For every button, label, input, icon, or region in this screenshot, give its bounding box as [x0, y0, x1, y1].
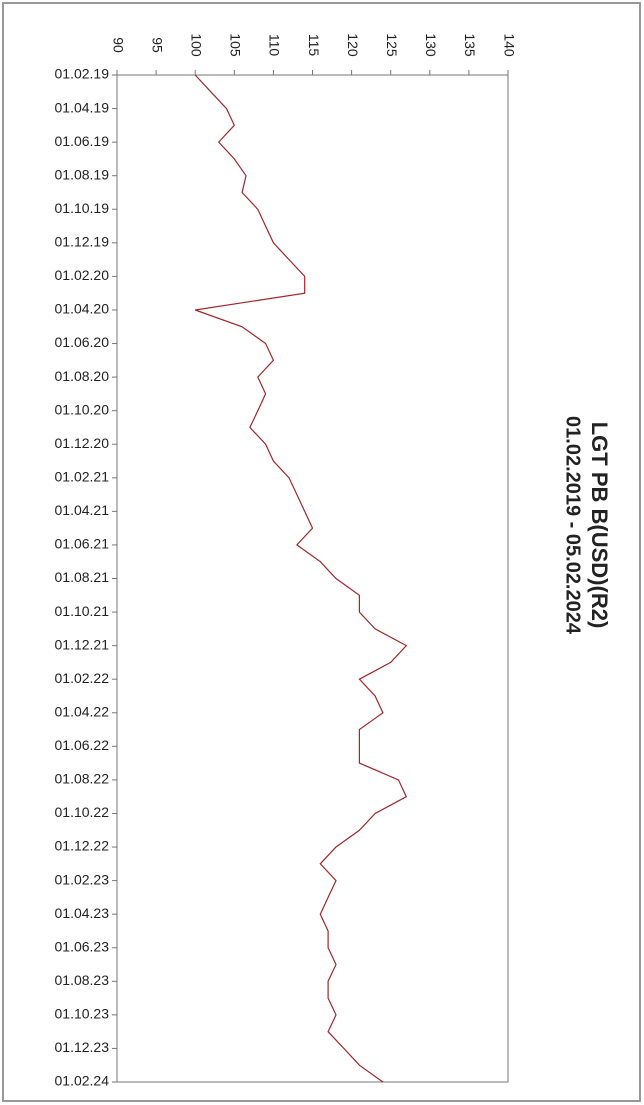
category-tick-label: 01.10.23 [55, 1006, 110, 1022]
price-line [194, 74, 408, 1083]
category-tick-label: 01.12.21 [55, 636, 110, 652]
category-tick-label: 01.02.20 [55, 267, 110, 283]
value-tick-label: 95 [149, 37, 165, 53]
category-tick-label: 01.04.19 [55, 99, 110, 115]
category-tick-label: 01.12.23 [55, 1039, 110, 1055]
category-tick-label: 01.08.20 [55, 368, 110, 384]
value-tick-label: 130 [423, 33, 439, 57]
category-tick-label: 01.04.23 [55, 905, 110, 921]
value-tick-label: 90 [110, 37, 126, 53]
category-tick-label: 01.06.22 [55, 737, 110, 753]
category-tick-label: 01.06.23 [55, 938, 110, 954]
value-tick-label: 120 [345, 33, 361, 57]
category-tick-label: 01.02.22 [55, 670, 110, 686]
category-tick-label: 01.04.22 [55, 703, 110, 719]
category-tick-label: 01.10.20 [55, 401, 110, 417]
category-tick-label: 01.10.22 [55, 804, 110, 820]
chart-subtitle: 01.02.2019 - 05.02.2024 [562, 416, 584, 635]
value-tick-label: 140 [501, 33, 517, 57]
value-tick-label: 100 [188, 33, 204, 57]
category-tick-label: 01.02.23 [55, 871, 110, 887]
value-tick-label: 110 [267, 34, 283, 57]
category-tick-label: 01.08.19 [55, 166, 110, 182]
category-tick-label: 01.12.22 [55, 838, 110, 854]
title-group: LGT PB B(USD)(R2) 01.02.2019 - 05.02.202… [562, 416, 612, 635]
chart-title: LGT PB B(USD)(R2) [587, 422, 612, 629]
category-tick-label: 01.06.19 [55, 133, 110, 149]
category-tick-label: 01.08.23 [55, 972, 110, 988]
category-tick-label: 01.06.21 [55, 536, 110, 552]
category-tick-label: 01.12.20 [55, 435, 110, 451]
value-tick-label: 125 [384, 33, 400, 57]
category-tick-label: 01.12.19 [55, 234, 110, 250]
category-tick-label: 01.04.20 [55, 301, 110, 317]
category-tick-label: 01.10.19 [55, 200, 110, 216]
category-tick-label: 01.02.21 [55, 469, 110, 485]
category-tick-label: 01.02.24 [55, 1073, 110, 1089]
category-tick-label: 01.06.20 [55, 334, 110, 350]
value-tick-label: 105 [228, 33, 244, 57]
category-tick-label: 01.04.21 [55, 502, 110, 518]
category-tick-label: 01.02.19 [55, 66, 110, 82]
category-tick-label: 01.08.22 [55, 771, 110, 787]
category-tick-label: 01.10.21 [55, 603, 110, 619]
category-tick-label: 01.08.21 [55, 569, 110, 585]
value-tick-label: 115 [306, 34, 322, 57]
value-tick-label: 135 [462, 33, 478, 57]
plot-area [116, 74, 509, 1083]
